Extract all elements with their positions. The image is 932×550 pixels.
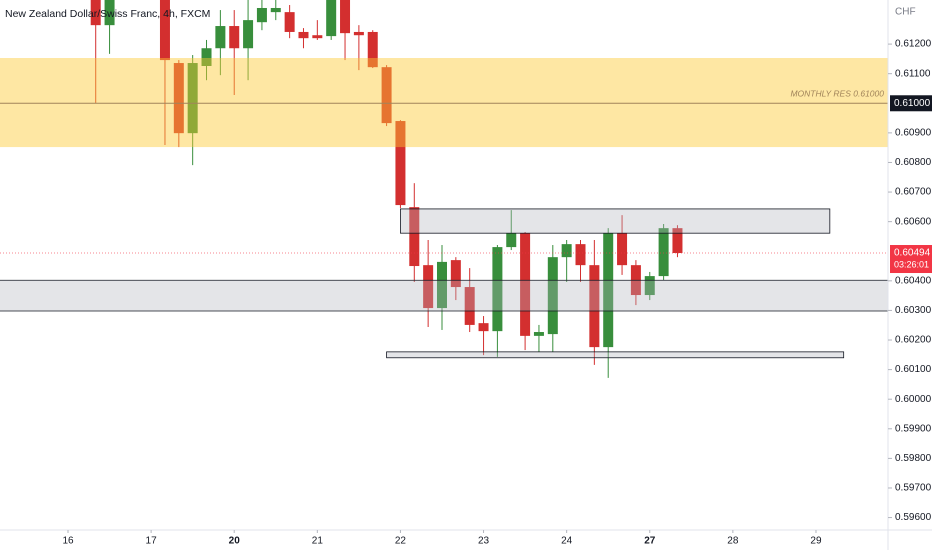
currency-label: CHF (895, 7, 916, 18)
candle-body (520, 233, 531, 336)
candle-body (547, 257, 558, 335)
x-tick-label: 28 (727, 536, 739, 547)
y-tick-label: 0.60400 (895, 275, 932, 286)
x-tick-label: 27 (644, 536, 656, 547)
candle-body (353, 31, 364, 36)
y-tick-label: 0.60100 (895, 364, 932, 375)
candle-body (506, 233, 517, 248)
candle-body (464, 287, 475, 325)
y-tick-label: 0.60000 (895, 394, 932, 405)
y-tick-label: 0.60200 (895, 335, 932, 346)
x-tick-label: 17 (146, 536, 158, 547)
x-tick-label: 16 (62, 536, 74, 547)
candle-body (603, 233, 614, 348)
y-tick-label: 0.60900 (895, 128, 932, 139)
y-tick-label: 0.60800 (895, 157, 932, 168)
candle-body (90, 0, 101, 26)
candle-body (312, 35, 323, 39)
x-tick-label: 20 (229, 536, 241, 547)
x-tick-label: 22 (395, 536, 407, 547)
axes: 0.61200 0.61100 0.60900 0.60800 0.60700 0.606… (62, 39, 932, 547)
candle-body (658, 228, 669, 277)
candle-body (617, 233, 628, 266)
last-price-label: 0.60494 (894, 248, 931, 259)
x-tick-label: 24 (561, 536, 573, 547)
candle-body (173, 63, 184, 134)
candle-body (381, 67, 392, 124)
candle-body (104, 0, 115, 26)
zone (0, 280, 888, 312)
y-tick-label: 0.60700 (895, 187, 932, 198)
y-tick-label: 0.61100 (895, 68, 931, 79)
candle-body (436, 261, 447, 309)
y-tick-label: 0.61200 (895, 39, 932, 50)
candle-body (159, 0, 170, 61)
candle-body (256, 7, 267, 23)
countdown-label: 03:26:01 (894, 259, 929, 269)
level-axis-label: 0.61000 (894, 98, 931, 109)
y-tick-label: 0.60300 (895, 305, 932, 316)
candle-body (589, 265, 600, 348)
candle-body (340, 0, 351, 34)
candle-body (229, 26, 240, 49)
level-text: MONTHLY RES 0.61000 (790, 89, 884, 99)
zone (0, 58, 888, 148)
candle-body (326, 0, 337, 37)
candle-body (187, 63, 198, 134)
zone (386, 351, 845, 359)
y-tick-label: 0.59700 (895, 483, 932, 494)
x-tick-label: 29 (810, 536, 822, 547)
candle-body (644, 276, 655, 296)
plot-area: MONTHLY RES 0.61000 (0, 0, 888, 378)
candle-body (270, 7, 281, 13)
candle-body (561, 244, 572, 258)
x-tick-label: 23 (478, 536, 490, 547)
candle-body (367, 31, 378, 68)
level-axis-box (890, 95, 932, 112)
y-tick-label: 0.59600 (895, 512, 932, 523)
candle-body (409, 207, 420, 267)
candle-body (533, 332, 544, 336)
candle-body (478, 323, 489, 332)
candle-body (298, 31, 309, 39)
candle-body (284, 12, 295, 32)
x-tick-label: 21 (312, 536, 324, 547)
y-tick-label: 0.59900 (895, 423, 932, 434)
candle-body (672, 228, 683, 254)
zone (400, 208, 831, 234)
candle-body (243, 20, 254, 49)
candle-body (575, 244, 586, 266)
candle-body (395, 121, 406, 206)
chart-title: New Zealand Dollar/Swiss Franc, 4h, FXCM (5, 8, 210, 20)
candle-body (423, 265, 434, 309)
candle-body (492, 247, 503, 332)
y-tick-label: 0.59800 (895, 453, 932, 464)
candle-body (201, 48, 212, 66)
candle-body (450, 260, 461, 288)
candle-body (215, 26, 226, 49)
last-price-box (890, 245, 932, 274)
y-tick-label: 0.60600 (895, 216, 932, 227)
